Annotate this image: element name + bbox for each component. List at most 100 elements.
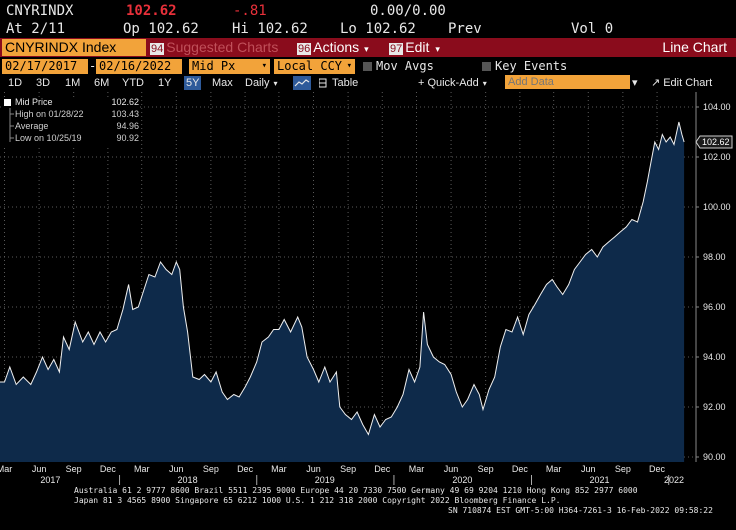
- y-tick-label: 94.00: [703, 352, 726, 362]
- x-tick-label: Dec: [100, 464, 117, 474]
- year-label: 2018: [178, 475, 198, 485]
- actions-menu[interactable]: 96 Actions ▾: [297, 39, 369, 56]
- mov-avgs-label: Mov Avgs: [376, 59, 434, 73]
- last-price-box: [695, 135, 733, 149]
- edit-number: 97: [389, 43, 404, 55]
- y-tick-label: 102.00: [703, 152, 731, 162]
- edit-menu[interactable]: 97 Edit ▾: [389, 39, 440, 56]
- key-events-label: Key Events: [495, 59, 568, 73]
- legend-label: Average: [15, 121, 49, 131]
- x-tick-label: Jun: [169, 464, 184, 474]
- x-tick-label: Mar: [134, 464, 150, 474]
- dropdown-arrow-icon: ▾: [482, 79, 487, 88]
- legend-label: High on 01/28/22: [15, 109, 84, 119]
- last-price: 102.62: [126, 3, 177, 19]
- period-1y[interactable]: 1Y: [158, 77, 172, 89]
- footer-phones: Australia 61 2 9777 8600 Brazil 5511 239…: [74, 486, 638, 495]
- currency-select[interactable]: Local CCY ▾: [274, 59, 355, 74]
- x-tick-label: Dec: [649, 464, 666, 474]
- y-tick-label: 92.00: [703, 402, 726, 412]
- field-select[interactable]: Mid Px ▾: [189, 59, 270, 74]
- footer-copyright: Japan 81 3 4565 8900 Singapore 65 6212 1…: [74, 496, 561, 505]
- price-area: [0, 122, 685, 462]
- dropdown-arrow-icon: ▾: [261, 61, 267, 71]
- x-tick-label: Mar: [546, 464, 562, 474]
- dropdown-arrow-icon: ▾: [364, 44, 369, 54]
- legend-value: 103.43: [111, 109, 139, 119]
- last-price-label: 102.62: [702, 137, 730, 147]
- period-6m[interactable]: 6M: [94, 77, 110, 89]
- last-price-marker: 102.62: [695, 135, 733, 149]
- security-input[interactable]: CNYRINDX Index: [2, 39, 146, 56]
- period-3d[interactable]: 3D: [36, 77, 51, 89]
- quick-add-button[interactable]: + Quick-Add ▾: [418, 76, 487, 90]
- edit-chart-label: Edit Chart: [663, 77, 713, 89]
- period-ytd[interactable]: YTD: [122, 77, 144, 89]
- edit-label: Edit: [405, 39, 430, 55]
- y-tick-label: 98.00: [703, 252, 726, 262]
- legend-row-low: Low on 10/25/19 90.92: [3, 133, 139, 144]
- add-data-input[interactable]: [505, 75, 630, 89]
- dropdown-arrow-icon: ▾: [346, 61, 352, 71]
- edit-chart-button[interactable]: ↗ Edit Chart: [651, 76, 712, 90]
- quick-add-label: Quick-Add: [427, 77, 479, 89]
- period-1d[interactable]: 1D: [8, 77, 23, 89]
- price-chart[interactable]: 104.00 102.00 100.00 98.00 96.00 94.00 92.00 90…: [0, 92, 736, 486]
- series-swatch: [4, 99, 11, 106]
- chart-legend: Mid Price 102.62 High on 01/28/22 103.43…: [3, 97, 139, 145]
- period-5y[interactable]: 5Y: [184, 76, 202, 90]
- x-tick-label: Sep: [203, 464, 219, 474]
- y-tick-label: 100.00: [703, 202, 731, 212]
- dropdown-arrow-icon: ▾: [273, 79, 278, 88]
- start-date-input[interactable]: 02/17/2017: [2, 59, 88, 74]
- x-tick-label: Jun: [32, 464, 47, 474]
- footer: Australia 61 2 9777 8600 Brazil 5511 239…: [0, 486, 736, 516]
- date-separator: -: [89, 59, 97, 73]
- quote-time: At 2/11: [6, 21, 66, 37]
- field-select-value: Mid Px: [192, 59, 236, 73]
- legend-value: 90.92: [116, 133, 139, 143]
- table-icon[interactable]: [318, 76, 327, 90]
- suggested-charts-menu[interactable]: 94 Suggested Charts: [150, 39, 278, 56]
- y-tick-label: 104.00: [703, 102, 731, 112]
- x-tick-label: Sep: [340, 464, 356, 474]
- key-events-toggle[interactable]: Key Events: [482, 59, 567, 74]
- prev-close: Prev: [448, 21, 482, 37]
- y-tick-label: 96.00: [703, 302, 726, 312]
- line-chart-icon[interactable]: [293, 76, 311, 90]
- end-date-input[interactable]: 02/16/2022: [96, 59, 182, 74]
- volume: Vol 0: [571, 21, 614, 37]
- x-tick-label: Dec: [237, 464, 254, 474]
- x-tick-label: Jun: [581, 464, 596, 474]
- mov-avgs-toggle[interactable]: Mov Avgs: [363, 59, 434, 74]
- currency-select-value: Local CCY: [277, 59, 343, 73]
- checkbox-icon: [363, 62, 372, 71]
- actions-number: 96: [297, 43, 312, 55]
- legend-label: Mid Price: [15, 97, 53, 107]
- ticker-label: CNYRINDX: [6, 3, 74, 19]
- price-line: [0, 121, 685, 436]
- table-button[interactable]: Table: [332, 77, 359, 89]
- x-tick-label: Mar: [0, 464, 12, 474]
- x-tick-label: Dec: [374, 464, 391, 474]
- x-tick-label: Mar: [271, 464, 287, 474]
- period-max[interactable]: Max: [212, 77, 233, 89]
- frequency-select[interactable]: Daily ▾: [245, 76, 277, 90]
- line-chart-glyph: [294, 79, 310, 87]
- actions-label: Actions: [313, 39, 360, 55]
- year-label: 2020: [452, 475, 472, 485]
- legend-row-average: Average 94.96: [3, 121, 139, 132]
- year-label: 2019: [315, 475, 335, 485]
- frequency-value: Daily: [245, 77, 270, 89]
- period-1m[interactable]: 1M: [65, 77, 81, 89]
- x-tick-label: Jun: [306, 464, 321, 474]
- year-label: 2017: [40, 475, 60, 485]
- edit-chart-icon: ↗: [651, 77, 661, 89]
- add-data-dropdown-icon[interactable]: ▾: [632, 77, 638, 89]
- x-tick-label: Mar: [409, 464, 425, 474]
- x-tick-label: Dec: [512, 464, 529, 474]
- footer-session: SN 710874 EST GMT-5:00 H364-7261-3 16-Fe…: [448, 506, 713, 515]
- suggested-charts-number: 94: [150, 43, 165, 55]
- chart-type-label: Line Chart: [662, 39, 727, 55]
- open-price: Op 102.62: [123, 21, 199, 37]
